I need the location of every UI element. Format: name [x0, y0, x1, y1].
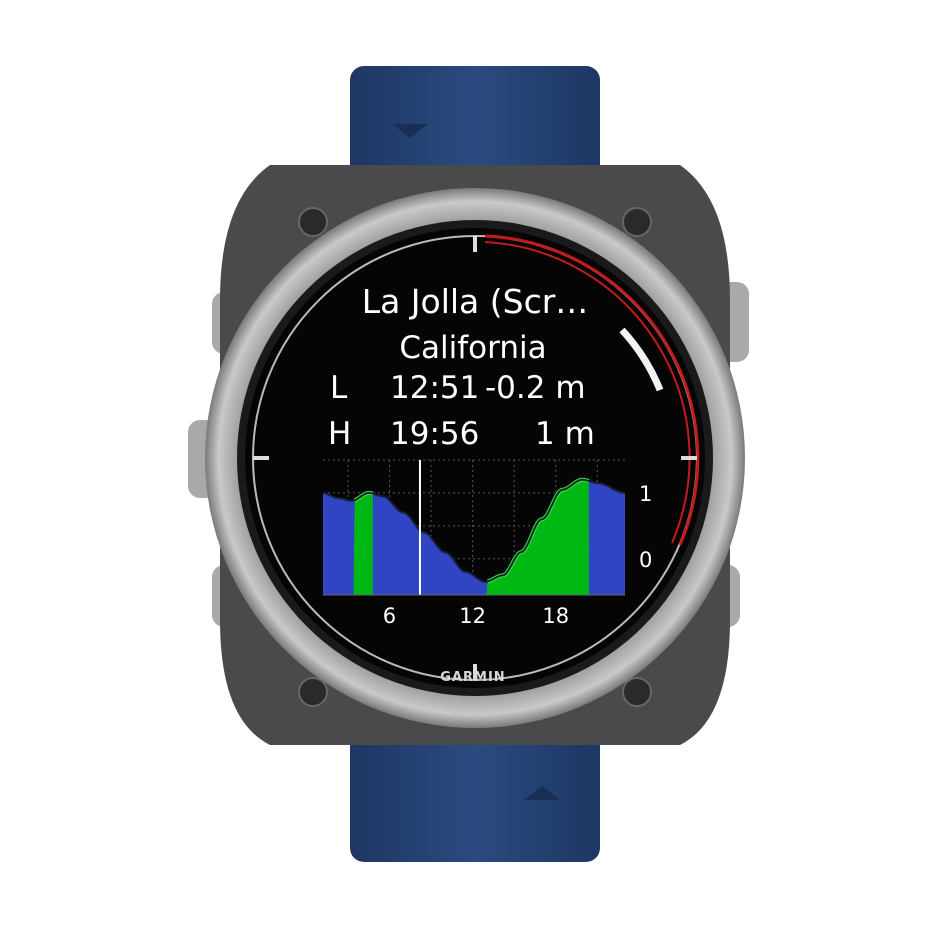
tide-height: 1 m [535, 416, 595, 452]
tide-curve [322, 478, 626, 583]
bezel-red-arc [484, 234, 700, 546]
tide-type: H [328, 416, 352, 452]
station-name: La Jolla (Scr… [361, 282, 589, 321]
station-region: California [399, 330, 547, 366]
brand-logo: GARMIN [440, 670, 506, 685]
y-tick-label: 0 [639, 548, 652, 572]
tide-type: L [330, 370, 348, 406]
tide-height: -0.2 m [485, 370, 586, 406]
y-tick-label: 1 [639, 482, 652, 506]
tide-chart: 6 12 18 1 0 [322, 459, 652, 628]
tide-time: 12:51 [390, 370, 480, 406]
rising-tide-band [486, 479, 589, 595]
x-tick-label: 6 [383, 604, 396, 628]
rising-tide-band [353, 492, 373, 595]
progress-arc [619, 327, 664, 392]
tide-time: 19:56 [390, 416, 480, 452]
x-tick-label: 18 [542, 604, 569, 628]
x-tick-label: 12 [459, 604, 486, 628]
